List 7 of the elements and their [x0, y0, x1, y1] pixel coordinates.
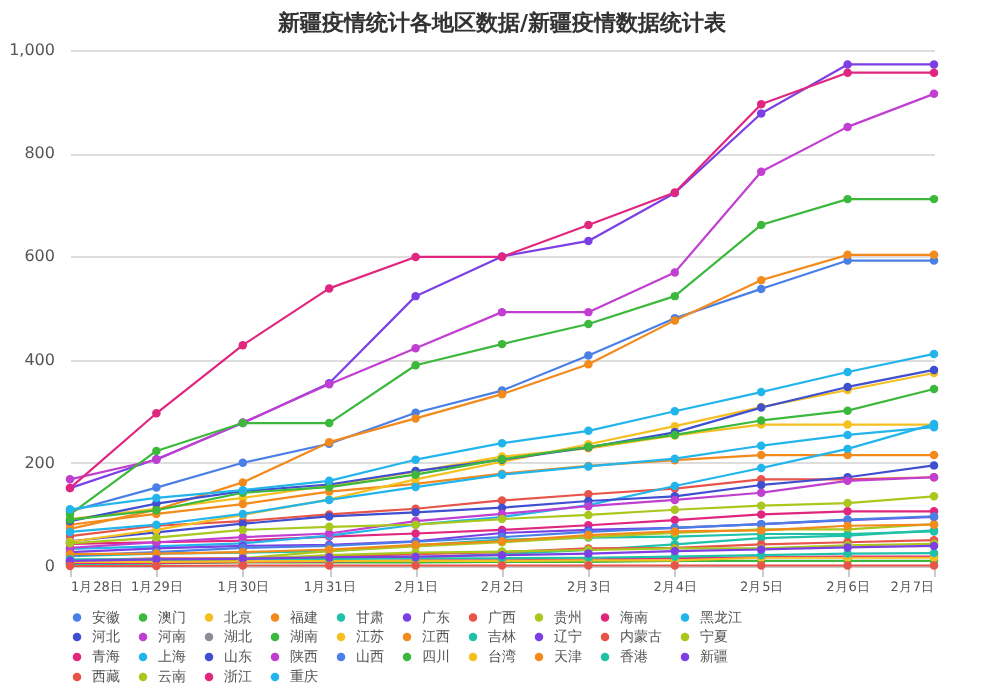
y-tick-label: 200: [24, 453, 55, 472]
chart-title: 新疆疫情统计各地区数据/新疆疫情数据统计表: [275, 10, 728, 36]
y-tick-label: 800: [24, 144, 55, 163]
y-tick-label: 600: [24, 247, 55, 266]
y-tick-label: 1,000: [9, 41, 55, 59]
y-tick-label: 400: [24, 350, 55, 369]
y-tick-label: 0: [44, 557, 55, 575]
